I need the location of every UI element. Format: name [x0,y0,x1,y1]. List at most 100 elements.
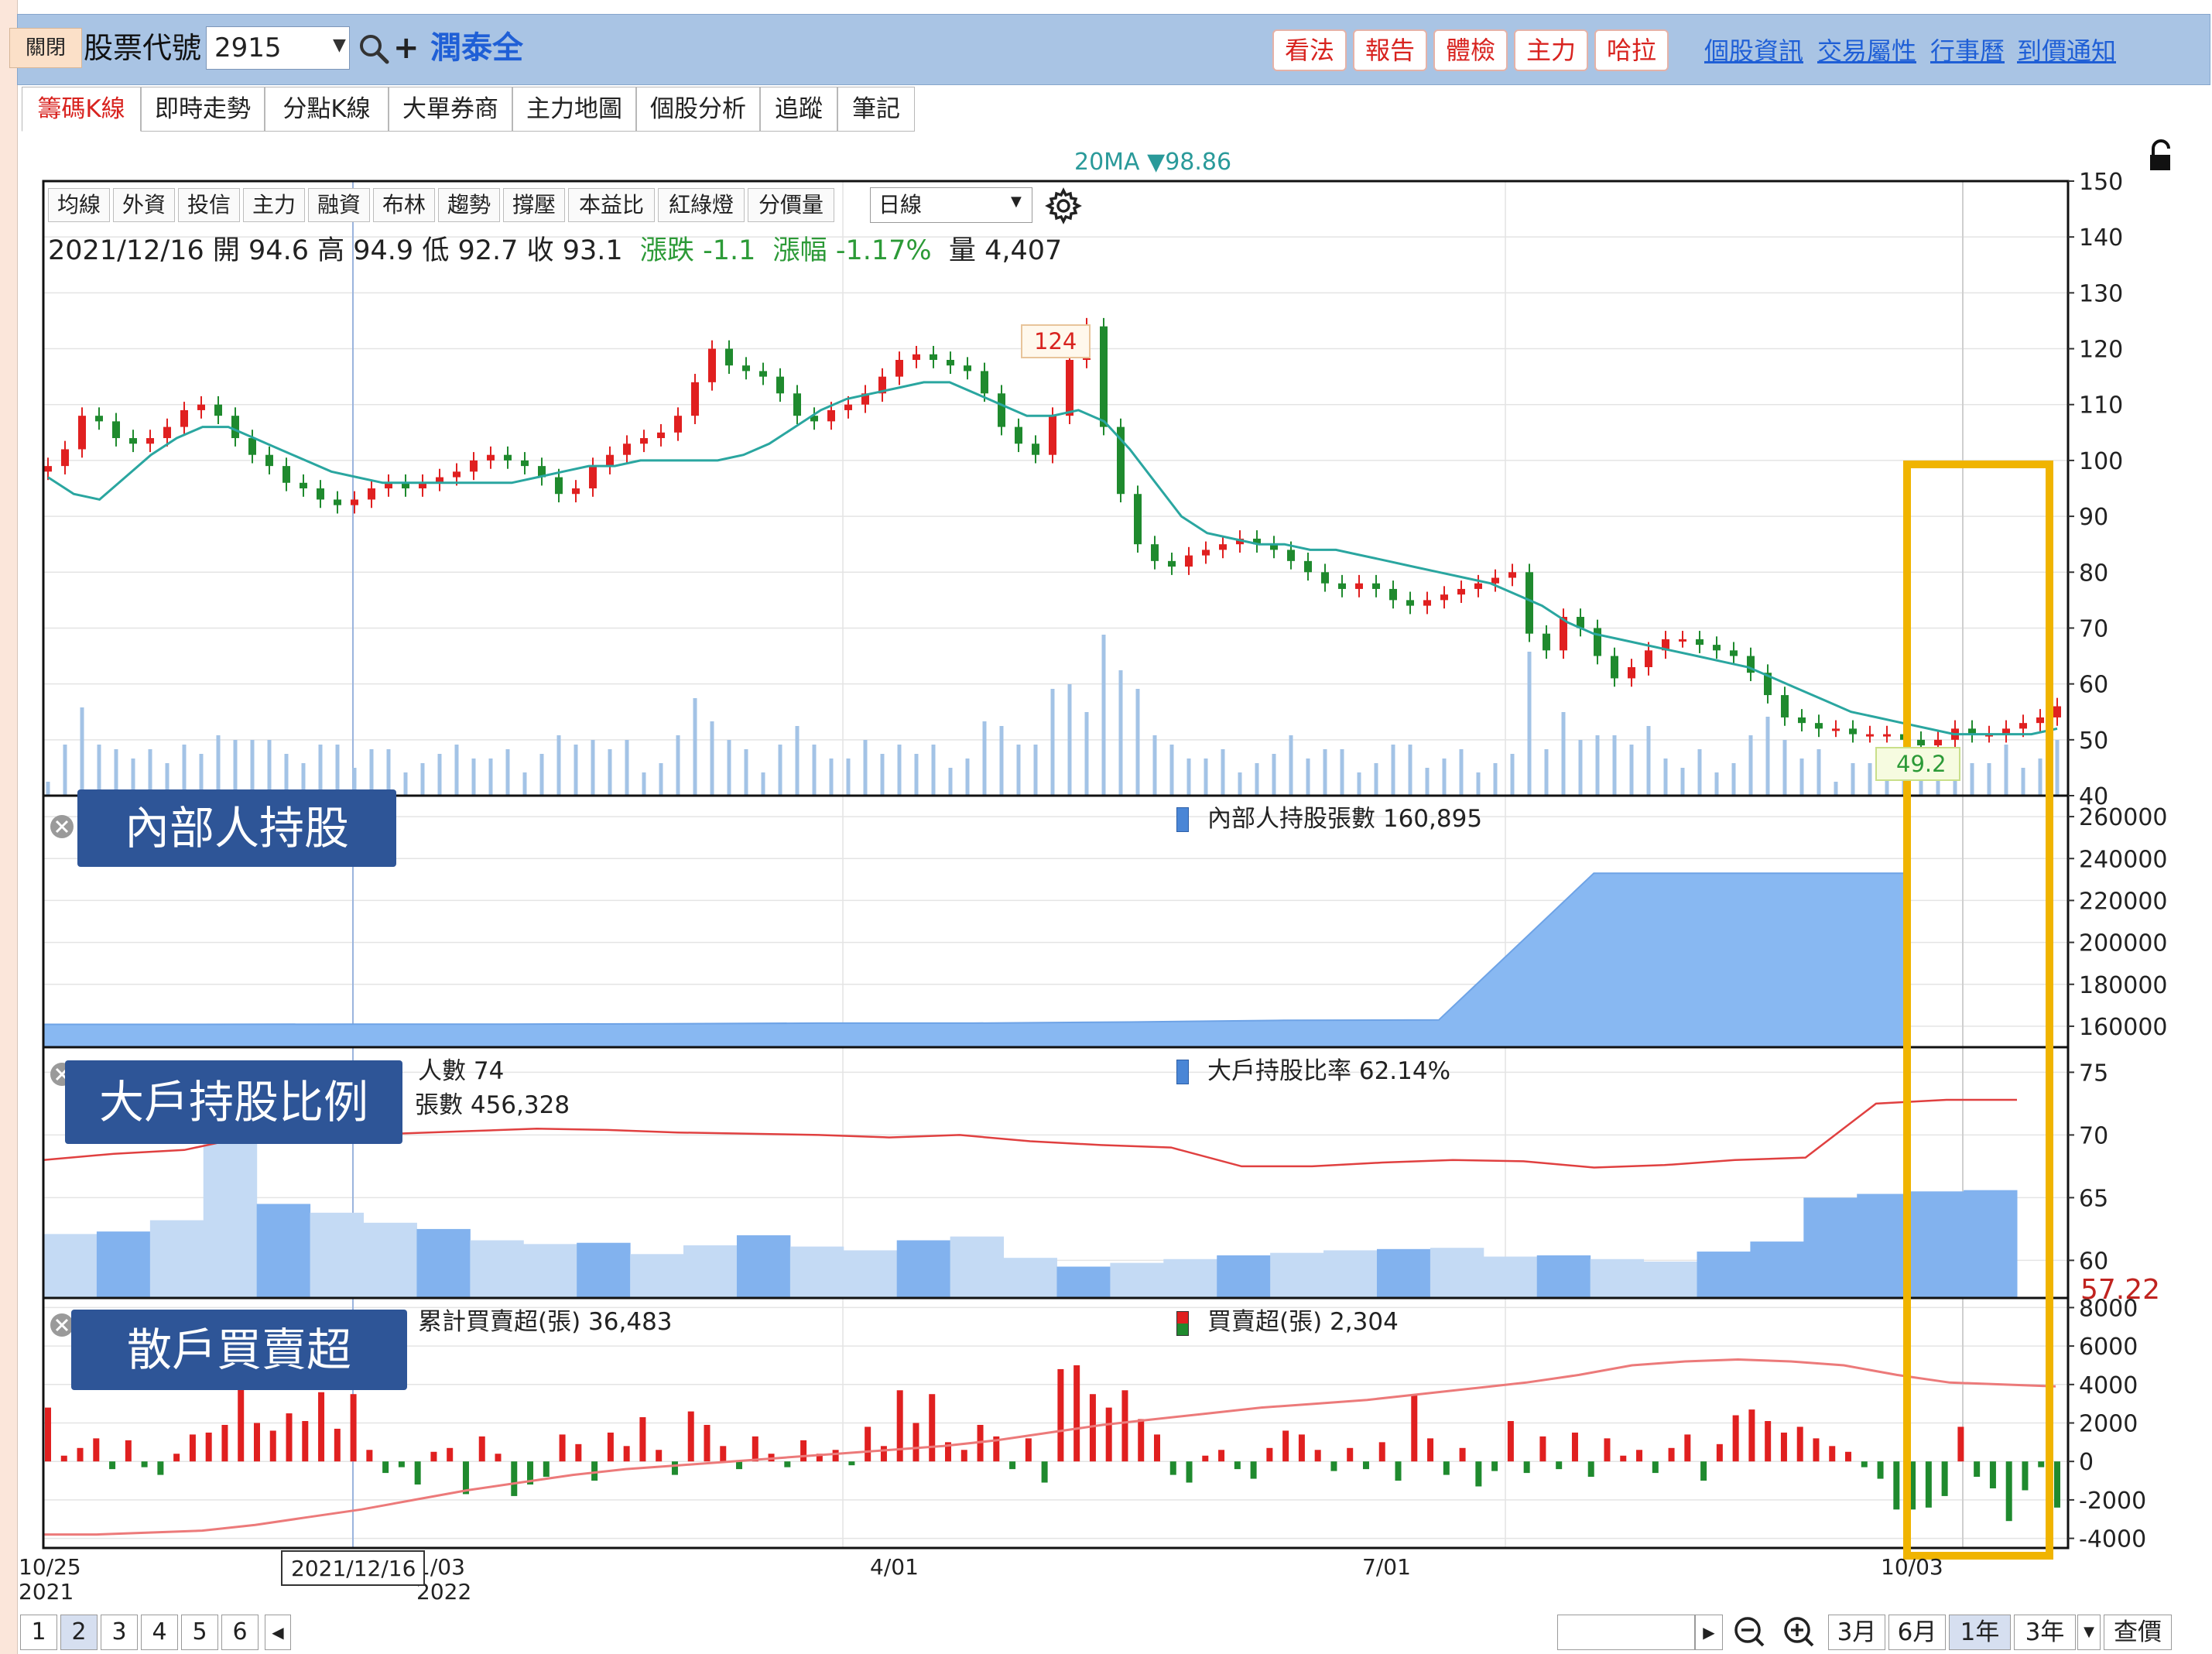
page-6-button[interactable]: 6 [221,1615,259,1650]
chevron-down-icon[interactable]: ▼ [333,36,346,55]
volume-bar [880,754,885,796]
tab-stock-analysis[interactable]: 個股分析 [636,87,760,132]
main-force-button[interactable]: 主力 [1514,29,1588,71]
zoom-in-icon[interactable] [1779,1615,1822,1650]
stock-info-link[interactable]: 個股資訊 [1704,36,1804,66]
retail-net-bar [398,1461,405,1467]
close-button[interactable]: 關閉 [9,28,82,68]
scroll-left-icon[interactable]: ◀ [265,1615,291,1650]
candle-body [1917,739,1925,746]
high-callout [1021,324,1091,358]
range-3m-button[interactable]: 3月 [1828,1615,1885,1650]
traffic-light-button[interactable]: 紅綠燈 [658,188,745,222]
candle-body [1543,633,1550,651]
legend-swatch-major [1176,1060,1189,1084]
x-tick-label: 7/01 [1362,1554,1411,1580]
period-select[interactable]: 日線 [870,187,1032,223]
retail-net-bar [189,1434,196,1462]
volume-bar [420,763,425,796]
ohlc-info: 2021/12/16 開 94.6 高 94.9 低 92.7 收 93.1 漲… [48,232,1062,269]
page-5-button[interactable]: 5 [181,1615,218,1650]
support-button[interactable]: 撐壓 [503,188,565,222]
range-6m-button[interactable]: 6月 [1888,1615,1946,1650]
retail-net-bar [1748,1409,1755,1462]
tab-branch-kline[interactable]: 分點K線 [265,87,389,132]
major-ratio-bar [470,1240,524,1298]
retail-net-bar [1587,1461,1594,1478]
range-1y-button[interactable]: 1年 [1949,1615,2011,1650]
volume-bar [642,772,646,796]
volume-bar [284,754,289,796]
candle-body [1764,673,1772,696]
candle-body [1866,734,1874,737]
ma-button[interactable]: 均線 [48,188,110,222]
volume-bar [965,759,970,796]
page-4-button[interactable]: 4 [141,1615,178,1650]
volume-bar [1612,735,1617,796]
stock-code-input[interactable]: 2915 [206,26,350,70]
range-3y-button[interactable]: 3年 [2014,1615,2076,1650]
margin-button[interactable]: 融資 [308,188,370,222]
major-ratio-bar [683,1245,738,1298]
gear-icon[interactable] [1045,187,1082,224]
zoom-out-icon[interactable] [1729,1615,1772,1650]
volume-bar [1050,689,1055,796]
page-3-button[interactable]: 3 [101,1615,138,1650]
retail-net-bar [623,1446,630,1462]
volume-bar [1834,782,1838,796]
trading-attr-link[interactable]: 交易屬性 [1817,36,1917,66]
pe-button[interactable]: 本益比 [568,188,655,222]
opinion-button[interactable]: 看法 [1272,29,1347,71]
cursor-date-box [281,1550,425,1586]
volume-bar [2055,740,2060,796]
volume-bar [982,721,987,796]
page-2-button[interactable]: 2 [60,1615,98,1650]
candle-body [1236,538,1244,545]
candle-body [504,454,512,461]
tab-realtime[interactable]: 即時走勢 [141,87,265,132]
foreign-button[interactable]: 外資 [113,188,175,222]
volume-bar [693,698,697,796]
volume-bar [2004,745,2008,796]
date-input[interactable] [1557,1615,1695,1650]
major-ratio-bar [1910,1191,1964,1298]
price-alert-link[interactable]: 到價通知 [2017,36,2117,66]
major-ratio-bar [1376,1248,1431,1298]
scroll-right-icon[interactable]: ▶ [1695,1615,1723,1650]
tab-chip-kline[interactable]: 籌碼K線 [22,87,141,132]
add-icon[interactable]: + [393,30,419,66]
bollinger-button[interactable]: 布林 [373,188,435,222]
main-button[interactable]: 主力 [243,188,305,222]
candle-body [453,471,461,478]
y-tick-label: 130 [2079,280,2123,307]
chevron-down-icon[interactable]: ▼ [1011,193,1022,210]
trust-button[interactable]: 投信 [178,188,240,222]
tab-main-map[interactable]: 主力地圖 [512,87,636,132]
candle-body [1049,416,1056,455]
page-1-button[interactable]: 1 [20,1615,57,1650]
volume-bar [1851,763,1855,796]
retail-net-bar [1684,1434,1691,1462]
health-check-button[interactable]: 體檢 [1433,29,1508,71]
candle-body [197,404,205,410]
price-volume-button[interactable]: 分價量 [748,188,834,222]
major-ratio-bar [363,1222,417,1298]
query-price-button[interactable]: 查價 [2104,1615,2172,1650]
candle-body [1185,555,1193,567]
report-button[interactable]: 報告 [1353,29,1427,71]
volume-bar [471,759,476,796]
calendar-link[interactable]: 行事曆 [1930,36,2005,66]
volume-bar [1067,684,1072,796]
search-icon[interactable] [356,31,392,67]
candle-body [1406,600,1414,606]
trend-button[interactable]: 趨勢 [438,188,500,222]
chevron-down-icon[interactable]: ▼ [2077,1615,2101,1650]
tab-notes[interactable]: 筆記 [837,87,915,132]
candle-body [1883,734,1891,737]
tab-tracking[interactable]: 追蹤 [760,87,837,132]
chat-button[interactable]: 哈拉 [1594,29,1669,71]
y-tick-label: 60 [2079,1248,2108,1275]
tab-big-brokers[interactable]: 大單券商 [389,87,512,132]
major-ratio-bar [43,1234,98,1298]
lock-icon[interactable] [2145,139,2176,173]
